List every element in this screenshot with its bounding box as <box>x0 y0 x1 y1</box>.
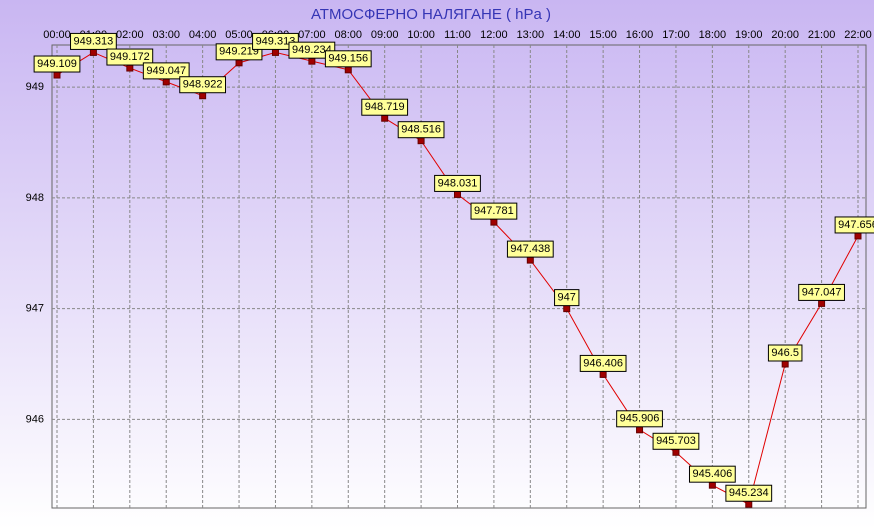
marker <box>526 256 534 264</box>
x-tick-label: 17:00 <box>662 29 690 41</box>
data-label: 949.219 <box>219 46 259 58</box>
data-label-box <box>554 289 580 307</box>
data-label-box <box>179 76 227 94</box>
x-tick-label: 13:00 <box>517 29 545 41</box>
data-label: 946.406 <box>583 357 623 369</box>
marker <box>271 48 279 56</box>
marker <box>454 190 461 198</box>
data-label-box <box>70 32 117 50</box>
marker <box>162 78 170 86</box>
data-label-box <box>361 98 409 116</box>
marker <box>708 481 716 489</box>
data-label: 949.313 <box>256 35 296 47</box>
x-tick-label: 14:00 <box>553 29 581 41</box>
data-label: 945.406 <box>692 468 732 480</box>
x-tick-label: 07:00 <box>298 29 326 41</box>
data-label: 948.719 <box>365 101 405 113</box>
chart-title: АТМОСФЕРНО НАЛЯГАНЕ ( hPa ) <box>311 6 551 23</box>
marker <box>745 500 753 508</box>
marker <box>563 305 571 313</box>
data-label-box <box>579 354 627 372</box>
data-label-box <box>688 465 736 483</box>
marker <box>636 426 644 434</box>
data-label: 949.313 <box>74 35 114 47</box>
data-label: 949.156 <box>328 53 368 65</box>
y-tick-label: 948 <box>26 192 44 204</box>
data-label-box <box>616 410 663 428</box>
data-label-box <box>767 344 803 362</box>
x-tick-label: 18:00 <box>699 29 727 41</box>
data-label: 948.922 <box>183 79 223 91</box>
data-label: 945.906 <box>620 413 660 425</box>
data-label: 949.234 <box>292 44 332 56</box>
marker <box>344 66 352 74</box>
marker <box>308 57 316 65</box>
x-tick-label: 21:00 <box>808 29 836 41</box>
marker <box>781 360 789 368</box>
marker <box>199 92 207 100</box>
x-tick-label: 09:00 <box>371 29 399 41</box>
y-tick-label: 946 <box>26 413 44 425</box>
data-label-box <box>725 484 773 502</box>
x-tick-label: 10:00 <box>407 29 435 41</box>
x-tick-label: 15:00 <box>589 29 617 41</box>
data-label-box <box>798 283 845 301</box>
data-label: 949.047 <box>146 65 186 77</box>
data-label-box <box>506 240 554 258</box>
data-label-box <box>33 55 81 73</box>
data-label-box <box>834 216 874 234</box>
marker <box>89 48 97 56</box>
x-tick-label: 12:00 <box>480 29 508 41</box>
data-label: 945.234 <box>729 487 769 499</box>
x-tick-label: 08:00 <box>335 29 363 41</box>
data-label: 947.781 <box>474 205 514 217</box>
data-label: 945.703 <box>656 435 696 447</box>
data-label: 946.5 <box>771 347 799 359</box>
data-label: 947.438 <box>510 243 550 255</box>
x-tick-label: 20:00 <box>771 29 799 41</box>
data-label-box <box>470 202 518 220</box>
y-tick-label: 949 <box>26 81 44 93</box>
marker <box>818 299 826 307</box>
data-label: 949.172 <box>110 51 150 63</box>
marker <box>854 232 862 240</box>
data-label: 949.109 <box>37 58 77 70</box>
x-tick-label: 02:00 <box>116 29 144 41</box>
marker <box>126 64 134 72</box>
marker <box>381 114 389 122</box>
x-tick-label: 04:00 <box>189 29 217 41</box>
data-label: 947 <box>558 292 576 304</box>
marker <box>672 448 680 456</box>
data-label-box <box>397 121 445 139</box>
data-label: 947.047 <box>802 286 842 298</box>
data-label: 948.031 <box>438 177 478 189</box>
data-label-box <box>106 48 154 66</box>
y-tick-label: 947 <box>26 303 44 315</box>
data-label: 947.656 <box>838 219 874 231</box>
x-tick-label: 05:00 <box>225 29 253 41</box>
data-label-box <box>324 50 372 68</box>
data-label-box <box>434 174 481 192</box>
data-label-box <box>288 41 336 59</box>
marker <box>417 137 425 145</box>
data-label-box <box>252 32 299 50</box>
x-tick-label: 16:00 <box>626 29 654 41</box>
x-tick-label: 00:00 <box>43 29 71 41</box>
marker <box>235 59 243 67</box>
marker <box>490 218 498 226</box>
data-label-box <box>142 62 190 80</box>
x-tick-label: 11:00 <box>444 29 471 41</box>
data-label-box <box>215 43 263 61</box>
data-label: 948.516 <box>401 124 441 136</box>
plot-frame <box>51 44 867 509</box>
data-label-box <box>652 432 700 450</box>
x-tick-label: 22:00 <box>844 29 872 41</box>
x-tick-label: 19:00 <box>735 29 763 41</box>
x-tick-label: 03:00 <box>152 29 180 41</box>
marker <box>53 71 61 79</box>
marker <box>599 370 607 378</box>
